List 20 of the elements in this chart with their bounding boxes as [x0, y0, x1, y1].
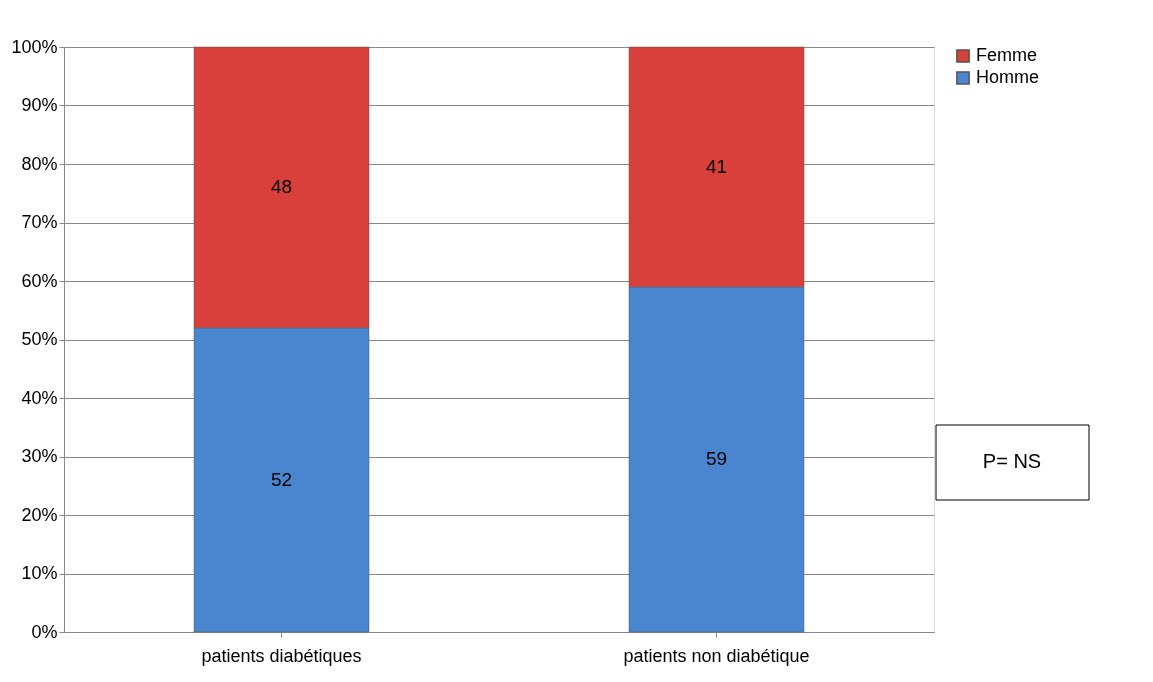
y-tick-label: 70% — [21, 212, 58, 232]
data-label: 59 — [705, 448, 728, 470]
y-tick-label: 20% — [21, 504, 58, 525]
x-tick-label: patients non diabétique — [623, 645, 810, 666]
data-label: 48 — [270, 176, 293, 198]
text: P= NS — [982, 450, 1042, 472]
y-tick-label: 0% — [31, 621, 58, 642]
y-tick-label: 10% — [21, 563, 58, 583]
y-tick-label: 80% — [21, 153, 58, 174]
data-label: 41 — [705, 155, 728, 177]
y-tick-label: 60% — [21, 270, 58, 291]
y-tick-label: 40% — [21, 387, 58, 408]
y-tick-label: 50% — [21, 329, 58, 349]
legend-label: Homme — [976, 67, 1040, 87]
legend-label: Femme — [976, 45, 1038, 65]
y-tick-label: 100% — [11, 36, 58, 57]
data-label: 52 — [270, 468, 293, 490]
y-tick-label: 90% — [21, 95, 58, 115]
y-tick-label: 30% — [21, 446, 58, 466]
x-tick-label: patients diabétiques — [201, 645, 362, 666]
